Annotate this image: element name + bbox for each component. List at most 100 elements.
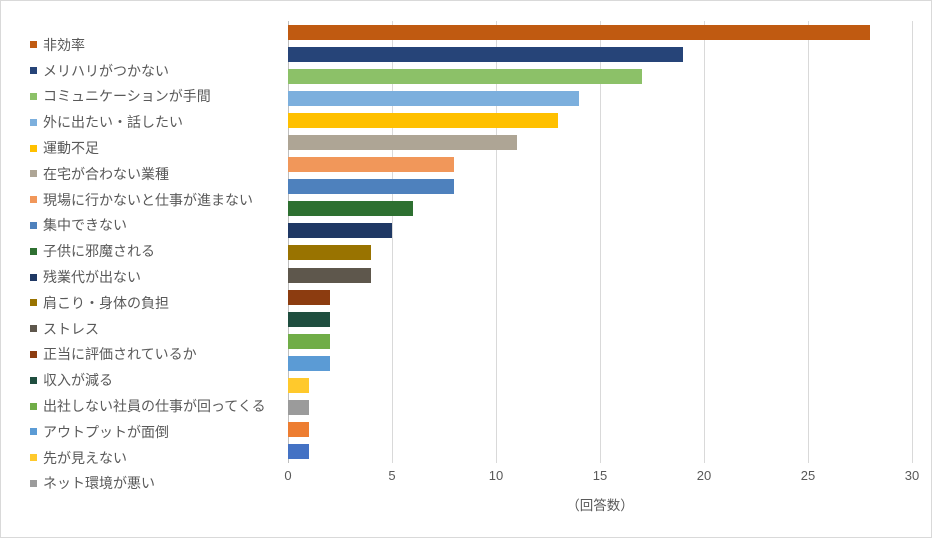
legend-marker-icon [30, 273, 37, 281]
bar [288, 333, 330, 349]
legend-marker-icon [30, 196, 37, 204]
legend-marker-icon [30, 376, 37, 384]
legend-item: 在宅が合わない業種 [30, 161, 266, 187]
bar-row [288, 43, 912, 65]
legend-label: 在宅が合わない業種 [43, 165, 169, 182]
bar [288, 90, 580, 106]
bar-row [288, 198, 912, 220]
bar [288, 179, 455, 195]
grid-line [912, 21, 913, 463]
legend-item: ストレス [30, 316, 266, 342]
legend: 非効率 メリハリがつかない コミュニケーションが手間 外に出たい・話したい 運動不足 在宅… [30, 32, 266, 496]
legend-label: 外に出たい・話したい [43, 114, 183, 131]
bar [288, 289, 330, 305]
legend-label: コミュニケーションが手間 [43, 88, 211, 105]
bar-row [288, 419, 912, 441]
legend-marker-icon [30, 325, 37, 333]
bar-row [288, 397, 912, 419]
x-axis: 0 5 10 15 20 25 30 [284, 468, 919, 485]
legend-marker-icon [30, 221, 37, 229]
legend-item: 出社しない社員の仕事が回ってくる [30, 393, 266, 419]
legend-item: ネット環境が悪い [30, 471, 266, 497]
bar [288, 46, 684, 62]
legend-item: 運動不足 [30, 135, 266, 161]
legend-marker-icon [30, 247, 37, 255]
grid-line [600, 21, 601, 463]
x-tick-label: 15 [592, 468, 608, 483]
bar-row [288, 352, 912, 374]
bar [288, 24, 871, 40]
bar [288, 355, 330, 371]
grid-line [704, 21, 705, 463]
legend-label: 残業代が出ない [43, 269, 141, 286]
legend-label: 非効率 [43, 36, 85, 53]
legend-item: 子供に邪魔される [30, 238, 266, 264]
legend-label: 集中できない [43, 217, 127, 234]
legend-marker-icon [30, 454, 37, 462]
bar-row [288, 87, 912, 109]
legend-label: 運動不足 [43, 140, 99, 157]
bar [288, 311, 330, 327]
bar-row [288, 21, 912, 43]
legend-item: コミュニケーションが手間 [30, 84, 266, 110]
grid-line [392, 21, 393, 463]
legend-label: 肩こり・身体の負担 [43, 294, 169, 311]
legend-marker-icon [30, 41, 37, 49]
bar-row [288, 375, 912, 397]
bar [288, 68, 642, 84]
x-tick-label: 20 [696, 468, 712, 483]
legend-item: 現場に行かないと仕事が進まない [30, 187, 266, 213]
bar-row [288, 220, 912, 242]
x-tick-label: 30 [904, 468, 920, 483]
bar-row [288, 308, 912, 330]
legend-item: 収入が減る [30, 367, 266, 393]
bar [288, 223, 392, 239]
bars [288, 21, 912, 463]
legend-label: 子供に邪魔される [43, 243, 155, 260]
grid-line [808, 21, 809, 463]
bar-row [288, 65, 912, 87]
legend-label: 現場に行かないと仕事が進まない [43, 191, 253, 208]
legend-marker-icon [30, 92, 37, 100]
bar-row [288, 131, 912, 153]
category-axis-line [288, 21, 289, 463]
bar [288, 201, 413, 217]
legend-item: アウトプットが面倒 [30, 419, 266, 445]
bar-row [288, 264, 912, 286]
bar [288, 267, 372, 283]
legend-label: 収入が減る [43, 372, 113, 389]
legend-label: ストレス [43, 320, 99, 337]
legend-marker-icon [30, 67, 37, 75]
bar [288, 378, 309, 393]
legend-marker-icon [30, 350, 37, 358]
legend-marker-icon [30, 479, 37, 487]
bar [288, 245, 372, 261]
x-tick-label: 0 [284, 468, 292, 483]
bar [288, 112, 559, 128]
legend-marker-icon [30, 170, 37, 178]
legend-item: 外に出たい・話したい [30, 109, 266, 135]
legend-item: 肩こり・身体の負担 [30, 290, 266, 316]
legend-label: 出社しない社員の仕事が回ってくる [43, 398, 266, 415]
bar-row [288, 176, 912, 198]
legend-item: 集中できない [30, 213, 266, 239]
bar-row [288, 330, 912, 352]
legend-item: 残業代が出ない [30, 264, 266, 290]
bar-row [288, 154, 912, 176]
legend-label: アウトプットが面倒 [43, 423, 169, 440]
grid-line [496, 21, 497, 463]
bar [288, 422, 309, 438]
legend-item: 非効率 [30, 32, 266, 58]
plot-area [288, 21, 913, 463]
bar-row [288, 242, 912, 264]
bar [288, 444, 309, 460]
gridlines [288, 21, 913, 463]
legend-marker-icon [30, 428, 37, 436]
bar [288, 134, 517, 150]
x-tick-label: 10 [488, 468, 504, 483]
legend-marker-icon [30, 402, 37, 410]
x-axis-title: （回答数） [566, 498, 634, 513]
legend-item: 正当に評価されているか [30, 342, 266, 368]
legend-label: 正当に評価されているか [43, 346, 197, 363]
